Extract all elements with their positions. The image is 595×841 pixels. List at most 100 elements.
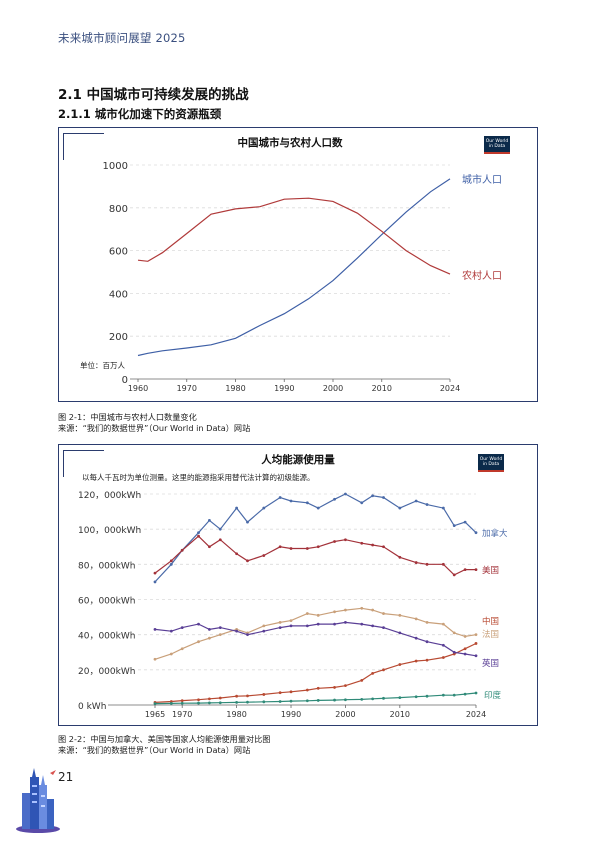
city-skyline-illustration bbox=[16, 768, 60, 833]
data-point bbox=[398, 696, 402, 700]
y-tick-label: 600 bbox=[109, 247, 128, 258]
data-point bbox=[360, 678, 364, 682]
series-label: 加拿大 bbox=[482, 528, 508, 539]
data-point bbox=[208, 545, 211, 549]
x-tick-label: 2024 bbox=[440, 384, 460, 393]
data-point bbox=[208, 627, 211, 631]
data-point bbox=[197, 531, 200, 535]
data-point bbox=[218, 538, 222, 542]
data-point bbox=[235, 506, 239, 510]
data-point bbox=[360, 501, 364, 505]
chart-title: 中国城市与农村人口数 bbox=[238, 136, 343, 149]
data-point bbox=[371, 608, 375, 612]
data-point bbox=[278, 626, 282, 630]
data-point bbox=[262, 629, 266, 633]
x-tick-label: 1980 bbox=[226, 710, 246, 719]
figure2-frame bbox=[58, 444, 538, 726]
data-point bbox=[208, 518, 211, 522]
population-chart: 中国城市与农村人口数 0 200 400 600 800 1000 1960 1970 1980 1… bbox=[80, 136, 502, 393]
data-point bbox=[382, 545, 385, 549]
x-tick-label: 1960 bbox=[128, 384, 148, 393]
data-point bbox=[246, 700, 249, 704]
data-point bbox=[474, 531, 478, 535]
data-point bbox=[414, 561, 418, 564]
chart-subtitle: 以每人千瓦时为单位测量。这里的能源指采用替代法计算的初级能源。 bbox=[82, 472, 315, 482]
x-tick-label: 2010 bbox=[390, 710, 410, 719]
data-point bbox=[344, 492, 347, 496]
data-point bbox=[344, 608, 347, 612]
data-point bbox=[463, 647, 467, 651]
data-point bbox=[218, 701, 222, 705]
data-point bbox=[474, 654, 478, 658]
data-point bbox=[441, 622, 445, 626]
series-label: 中国 bbox=[482, 616, 499, 627]
data-point bbox=[305, 501, 309, 505]
data-point bbox=[452, 693, 456, 697]
data-point bbox=[262, 624, 266, 628]
y-tick-label: 0 kWh bbox=[78, 702, 106, 712]
data-point bbox=[218, 626, 222, 630]
figure1-frame bbox=[58, 127, 538, 402]
y-tick-label: 200 bbox=[109, 332, 128, 343]
data-point bbox=[169, 629, 173, 633]
data-point bbox=[289, 547, 293, 550]
x-tick-label: 1970 bbox=[172, 710, 192, 719]
y-tick-label: 400 bbox=[109, 289, 128, 300]
data-point bbox=[289, 699, 293, 703]
data-point bbox=[305, 624, 309, 628]
data-point bbox=[278, 620, 282, 624]
data-point bbox=[153, 580, 157, 584]
data-point bbox=[474, 691, 478, 695]
data-point bbox=[180, 626, 184, 630]
data-point bbox=[197, 622, 200, 626]
figure1-caption-block: 图 2-1：中国城市与农村人口数量变化 来源：“我们的数据世界”（Our Wor… bbox=[58, 412, 250, 434]
data-point bbox=[382, 612, 385, 615]
data-point bbox=[316, 613, 320, 617]
y-tick-label: 60，000kWh bbox=[78, 597, 135, 607]
data-point bbox=[382, 496, 385, 499]
series-label: 法国 bbox=[482, 629, 499, 640]
figure1-corner bbox=[63, 133, 104, 160]
chart-title: 人均能源使用量 bbox=[261, 453, 335, 466]
series-label: 美国 bbox=[482, 565, 499, 576]
data-point bbox=[316, 506, 320, 510]
data-point bbox=[153, 571, 157, 575]
data-point bbox=[333, 686, 336, 689]
y-tick-label: 1000 bbox=[103, 161, 128, 172]
data-point bbox=[262, 693, 266, 696]
section-title: 2.1 中国城市可持续发展的挑战 bbox=[58, 87, 249, 103]
data-point bbox=[474, 633, 478, 637]
data-point bbox=[382, 668, 385, 672]
data-point bbox=[278, 700, 282, 703]
data-point bbox=[316, 686, 320, 690]
data-point bbox=[208, 697, 211, 701]
data-point bbox=[169, 562, 173, 566]
data-point bbox=[262, 700, 266, 704]
data-point bbox=[414, 636, 418, 640]
x-tick-label: 1990 bbox=[274, 384, 294, 393]
data-point bbox=[414, 617, 418, 621]
document-header: 未来城市顾问展望 2025 bbox=[58, 31, 186, 45]
data-point bbox=[360, 606, 364, 610]
data-point bbox=[360, 622, 364, 626]
figure2-caption: 图 2-2：中国与加拿大、美国等国家人均能源使用量对比图 bbox=[58, 734, 271, 744]
data-point bbox=[452, 573, 456, 577]
data-point bbox=[246, 520, 249, 524]
data-point bbox=[180, 647, 184, 651]
data-point bbox=[262, 506, 266, 510]
series-label: 英国 bbox=[482, 658, 499, 669]
data-point bbox=[360, 541, 364, 545]
data-point bbox=[441, 562, 445, 566]
page-number: 21 bbox=[58, 770, 74, 784]
x-tick-label: 2010 bbox=[372, 384, 392, 393]
x-tick-label: 1990 bbox=[281, 710, 301, 719]
data-point bbox=[452, 631, 456, 635]
data-point bbox=[208, 701, 211, 705]
data-point bbox=[452, 650, 456, 654]
series-label: 城市人口 bbox=[462, 173, 502, 186]
data-point bbox=[218, 696, 222, 700]
data-point bbox=[344, 620, 347, 624]
data-point bbox=[441, 506, 445, 510]
data-point bbox=[463, 692, 467, 696]
